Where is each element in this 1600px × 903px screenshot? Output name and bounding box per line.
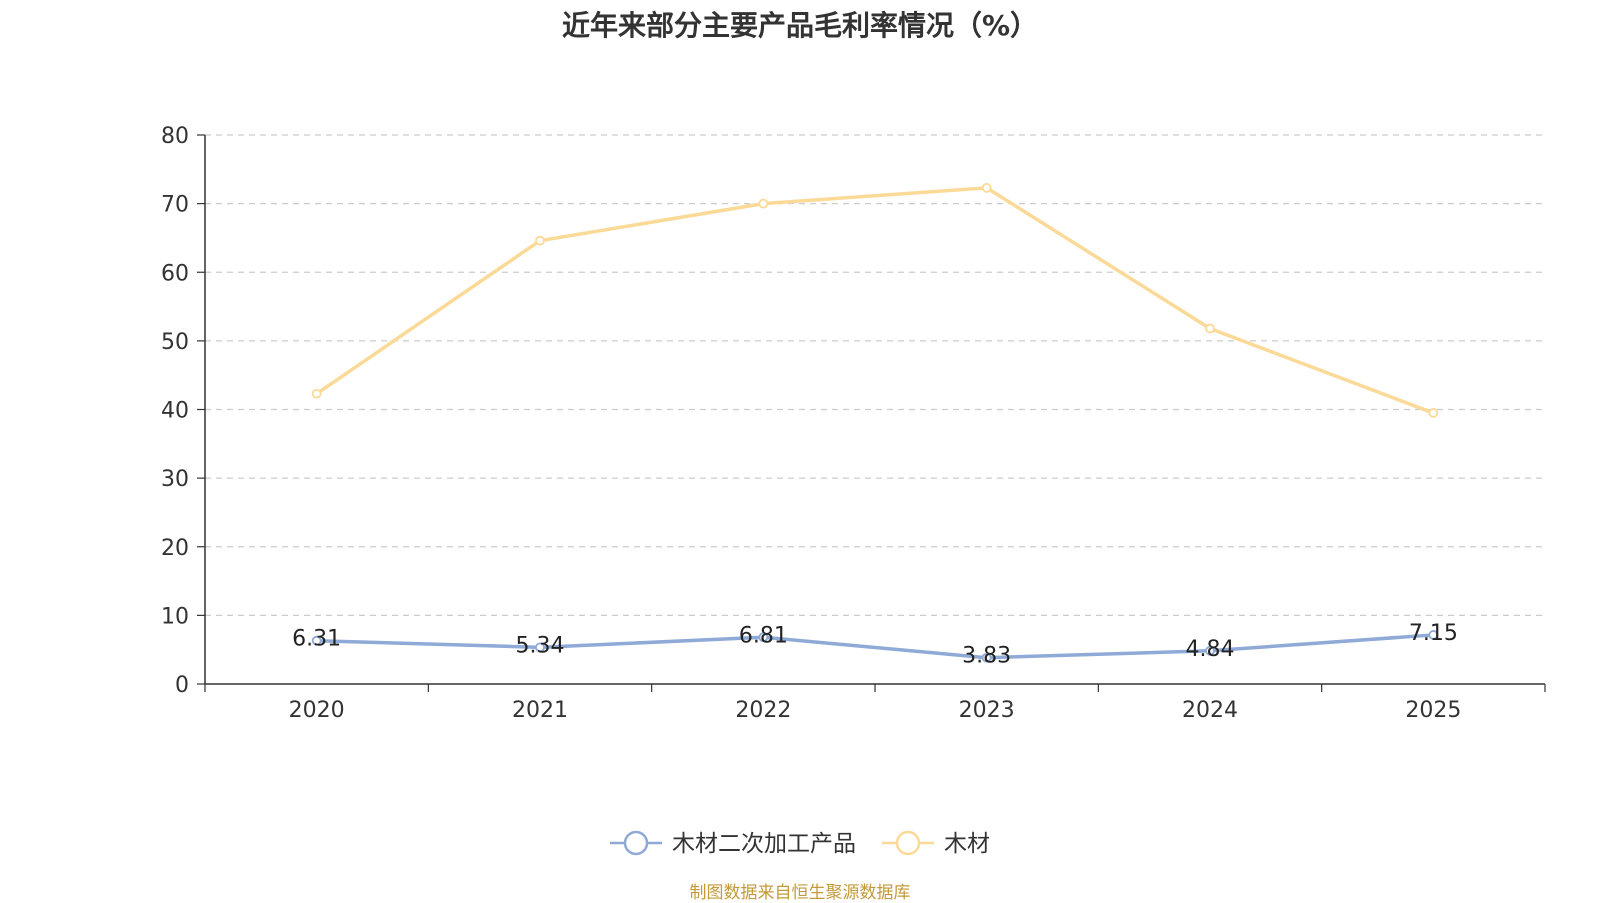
legend-label: 木材 bbox=[944, 831, 990, 857]
data-label: 4.84 bbox=[1186, 637, 1235, 662]
legend[interactable]: 木材二次加工产品 木材 bbox=[610, 830, 990, 857]
y-tick-label: 20 bbox=[161, 536, 189, 561]
series-line bbox=[314, 633, 1436, 660]
x-tick-label: 2022 bbox=[735, 698, 791, 723]
data-label: 3.83 bbox=[962, 644, 1011, 669]
data-label: 7.15 bbox=[1409, 621, 1458, 646]
data-point[interactable] bbox=[981, 182, 992, 193]
data-label: 5.34 bbox=[516, 633, 565, 658]
data-point[interactable] bbox=[535, 235, 545, 246]
series-line bbox=[314, 186, 1436, 415]
legend-item[interactable]: 木材 bbox=[882, 830, 990, 857]
data-labels: 6.31 5.34 6.81 3.83 4.84 7.15 bbox=[292, 621, 1458, 669]
series-lines bbox=[311, 182, 1439, 663]
x-tick-label: 2020 bbox=[289, 698, 345, 723]
x-tick-label: 2023 bbox=[959, 698, 1015, 723]
data-point[interactable] bbox=[1205, 645, 1215, 656]
data-label: 6.81 bbox=[739, 623, 788, 648]
source-note: 制图数据来自恒生聚源数据库 bbox=[689, 883, 911, 903]
data-point[interactable] bbox=[535, 642, 545, 653]
y-tick-label: 70 bbox=[161, 193, 189, 218]
grid-lines bbox=[205, 134, 1545, 616]
x-tick-label: 2021 bbox=[512, 698, 568, 723]
data-point[interactable] bbox=[311, 635, 322, 646]
legend-item[interactable]: 木材二次加工产品 bbox=[610, 830, 856, 857]
x-tick-label: 2025 bbox=[1405, 698, 1461, 723]
data-point[interactable] bbox=[1428, 630, 1439, 640]
data-point[interactable] bbox=[981, 652, 992, 663]
y-tick-label: 60 bbox=[161, 261, 189, 286]
chart-title: 近年来部分主要产品毛利率情况（%） bbox=[561, 9, 1039, 42]
y-tick-label: 80 bbox=[161, 124, 189, 149]
y-tick-label: 10 bbox=[161, 604, 189, 629]
data-label: 6.31 bbox=[292, 627, 341, 652]
data-point[interactable] bbox=[758, 632, 769, 643]
legend-label: 木材二次加工产品 bbox=[672, 831, 856, 857]
legend-circle-icon bbox=[895, 830, 921, 856]
data-point[interactable] bbox=[1428, 408, 1439, 418]
data-point[interactable] bbox=[311, 388, 322, 399]
legend-circle-icon bbox=[623, 830, 649, 856]
axes: 0 10 20 30 40 50 60 70 80 2020 2021 2022 2023 2024 202… bbox=[161, 124, 1546, 723]
data-point[interactable] bbox=[758, 198, 769, 209]
x-tick-label: 2024 bbox=[1182, 698, 1238, 723]
y-tick-label: 30 bbox=[161, 467, 189, 492]
data-point[interactable] bbox=[1205, 323, 1215, 334]
y-tick-label: 50 bbox=[161, 330, 189, 355]
y-tick-label: 0 bbox=[175, 673, 189, 698]
y-tick-label: 40 bbox=[161, 399, 189, 424]
